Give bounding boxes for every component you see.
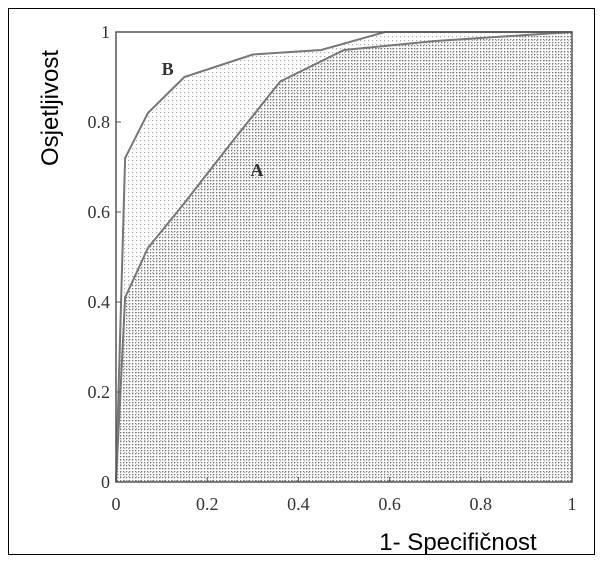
y-tick-label: 0.2 xyxy=(88,382,111,402)
x-tick-label: 0.4 xyxy=(287,494,310,514)
y-tick-label: 1 xyxy=(101,22,110,42)
plot-area xyxy=(115,31,573,483)
y-tick-label: 0.8 xyxy=(88,112,111,132)
curve-a-label: A xyxy=(251,160,264,180)
chart-frame xyxy=(8,8,595,555)
y-tick-label: 0 xyxy=(101,472,110,492)
plot-frame xyxy=(115,31,573,483)
y-tick-label: 0.4 xyxy=(88,292,111,312)
x-tick-label: 0 xyxy=(112,494,121,514)
x-axis-title: 1- Specifičnost xyxy=(379,529,537,556)
x-tick-label: 0.2 xyxy=(196,494,219,514)
curve-a-line xyxy=(115,31,573,483)
curve-b-label: B xyxy=(162,59,174,79)
x-tick-label: 1 xyxy=(568,494,577,514)
y-axis-title: Osjetljivost xyxy=(37,50,64,166)
curve-b-line xyxy=(115,31,572,483)
axes: 0 0.2 0.4 0.6 0.8 1 0 0.2 0.4 0.6 0.8 1 xyxy=(88,22,577,514)
y-tick-label: 0.6 xyxy=(88,202,111,222)
x-tick-label: 0.6 xyxy=(378,494,401,514)
x-tick-label: 0.8 xyxy=(470,494,493,514)
